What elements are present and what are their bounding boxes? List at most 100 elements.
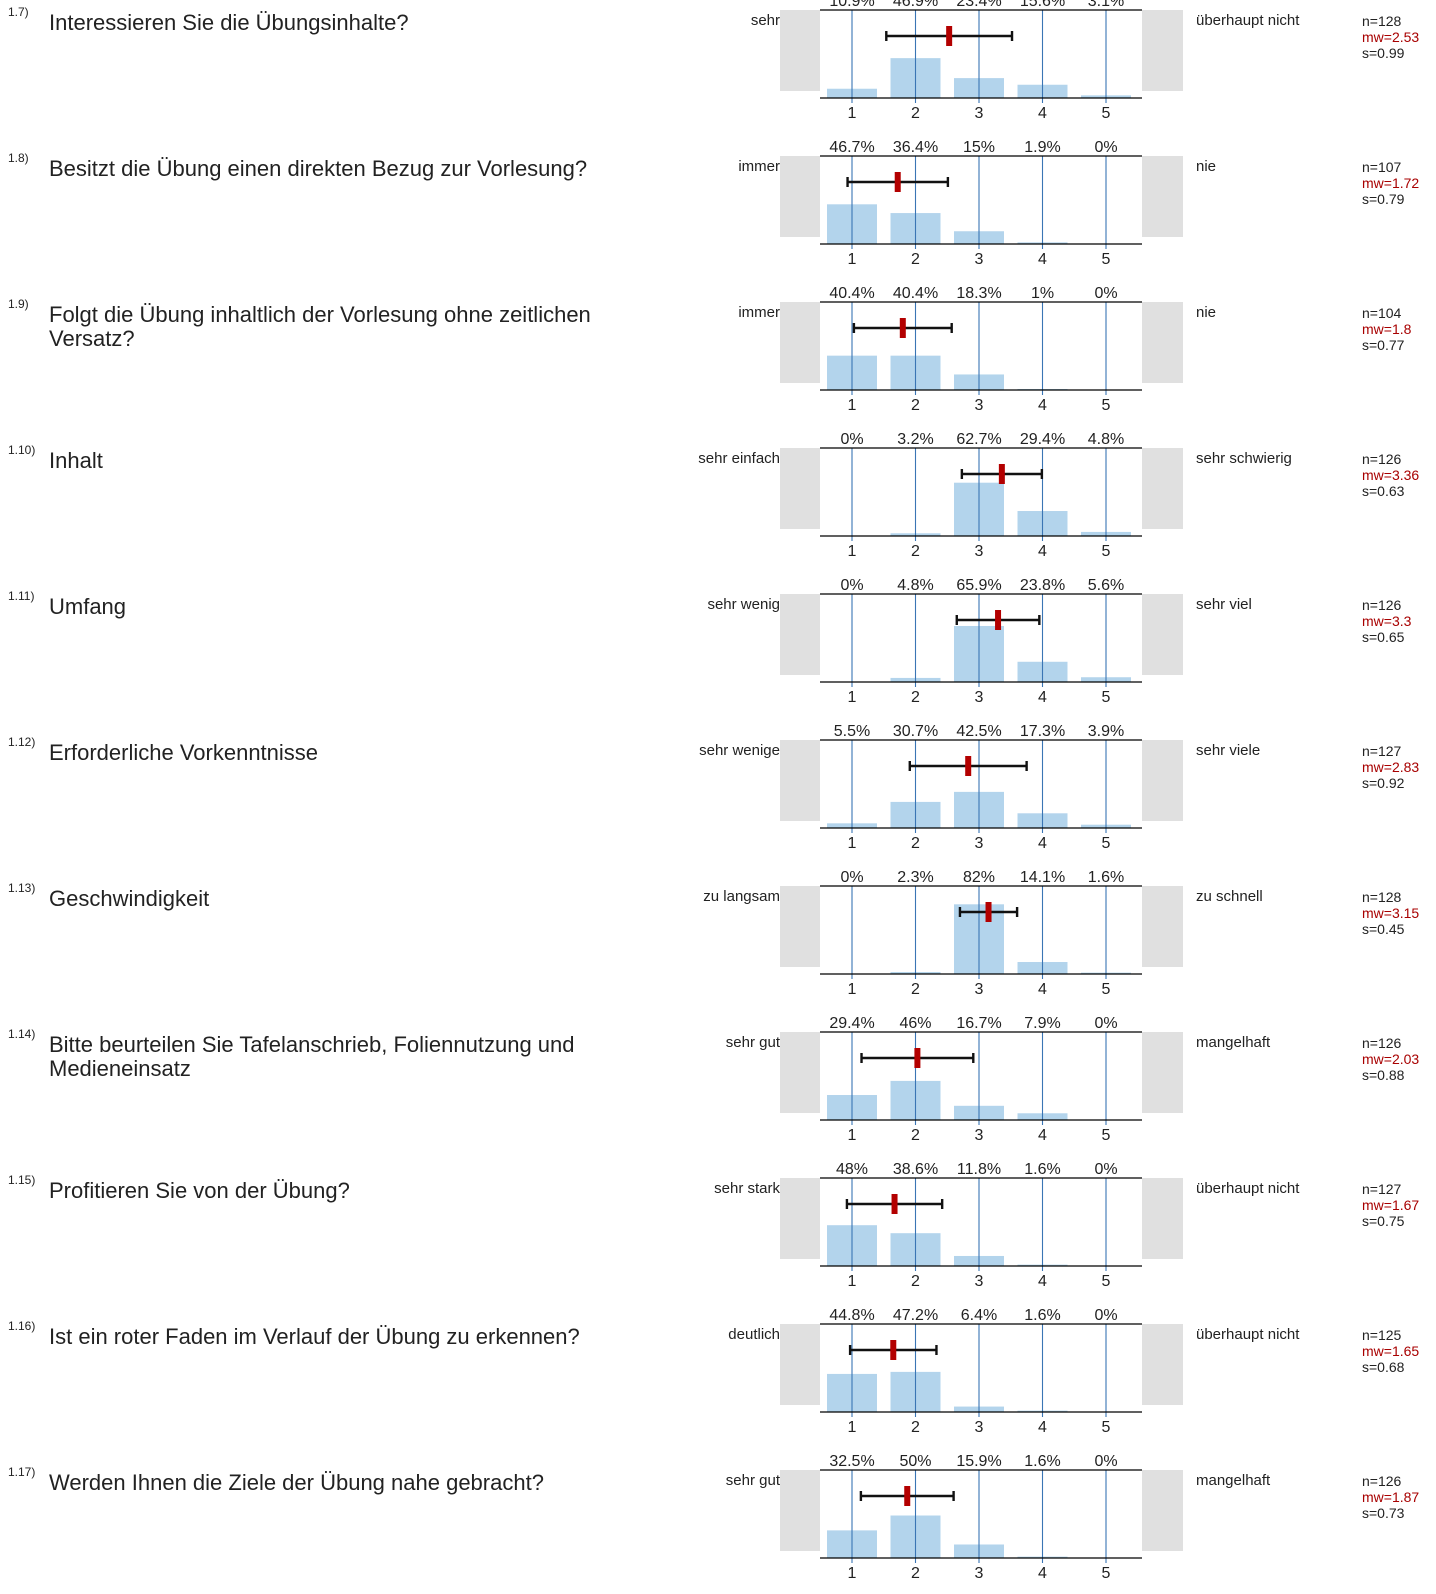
mean-marker [998,464,1005,484]
percent-label: 38.6% [893,1161,938,1178]
bar-chart: 0% 4.8% 65.9% 23.8% 5.6% 1 2 3 4 5 [780,577,1183,706]
stat-mean: mw=1.87 [1362,1489,1420,1505]
percent-label: 0% [840,869,863,886]
x-tick-label: 1 [848,1127,857,1144]
percent-label: 1% [1031,285,1054,302]
stat-n: n=126 [1362,451,1402,467]
percent-label: 82% [963,869,995,886]
scale-right-label: sehr schwierig [1196,450,1292,467]
mean-marker [890,1340,897,1360]
x-tick-label: 2 [911,251,920,268]
stat-mean: mw=3.3 [1362,613,1412,629]
bar-chart: 5.5% 30.7% 42.5% 17.3% 3.9% 1 2 3 4 5 [780,723,1183,852]
scale-left-label: sehr einfach [698,450,780,467]
x-tick-label: 3 [975,835,984,852]
question-row: 1.8) Besitzt die Übung einen direkten Bez… [0,134,1436,280]
percent-label: 30.7% [893,723,938,740]
question-row: 1.12) Erforderliche Vorkenntnisse sehr wen… [0,718,1436,864]
percent-label: 50% [899,1453,931,1470]
stat-n: n=125 [1362,1327,1402,1343]
scale-left-label: zu langsam [703,888,780,905]
stat-mean: mw=1.67 [1362,1197,1420,1213]
percent-label: 40.4% [829,285,874,302]
question-text: Inhalt [49,448,103,473]
question-row: 1.14) Bitte beurteilen Sie Tafelanschrieb… [0,1010,1436,1156]
bar-chart: 32.5% 50% 15.9% 1.6% 0% 1 2 3 4 5 [780,1453,1183,1582]
question-row: 1.16) Ist ein roter Faden im Verlauf der … [0,1302,1436,1448]
percent-label: 29.4% [829,1015,874,1032]
scale-left-label: sehr wenig [707,596,780,613]
percent-label: 46.7% [829,139,874,156]
x-tick-label: 5 [1102,1127,1111,1144]
x-tick-label: 4 [1038,1273,1047,1290]
percent-label: 0% [1094,1307,1117,1324]
question-text: Profitieren Sie von der Übung? [49,1178,350,1203]
stat-mean: mw=1.72 [1362,175,1420,191]
question-row: 1.10) Inhalt sehr einfach sehr schwierig n=1… [0,426,1436,572]
mean-marker [965,756,972,776]
scale-left-label: sehr gut [725,1472,780,1489]
right-side-panel [1142,1178,1183,1259]
question-row: 1.9) Folgt die Übung inhaltlich der Vorle… [0,280,1436,426]
percent-label: 18.3% [956,285,1001,302]
x-tick-label: 4 [1038,835,1047,852]
x-tick-label: 4 [1038,543,1047,560]
stat-sd: s=0.68 [1362,1359,1405,1375]
right-side-panel [1142,1324,1183,1405]
scale-left-label: immer [738,304,780,321]
stat-sd: s=0.92 [1362,775,1405,791]
stats-block: n=125 mw=1.65 s=0.68 [1362,1327,1419,1375]
x-tick-label: 2 [911,1565,920,1582]
stat-sd: s=0.73 [1362,1505,1405,1521]
mean-marker [995,610,1002,630]
right-side-panel [1142,1470,1183,1551]
percent-label: 0% [1094,1015,1117,1032]
right-side-panel [1142,448,1183,529]
mean-marker [899,318,906,338]
percent-label: 23.8% [1020,577,1065,594]
x-tick-label: 3 [975,1127,984,1144]
x-tick-label: 4 [1038,251,1047,268]
percent-label: 11.8% [957,1161,1001,1178]
percent-label: 0% [840,577,863,594]
stat-n: n=127 [1362,1181,1402,1197]
scale-right-label: nie [1196,158,1217,175]
percent-label: 17.3% [1020,723,1065,740]
left-side-panel [780,302,820,383]
x-tick-label: 3 [975,543,984,560]
percent-label: 1.6% [1024,1453,1060,1470]
question-number: 1.13) [8,881,36,895]
stats-block: n=104 mw=1.8 s=0.77 [1362,305,1411,353]
scale-right-label: überhaupt nicht [1196,1180,1300,1197]
x-tick-label: 2 [911,1419,920,1436]
x-tick-label: 5 [1102,835,1111,852]
left-side-panel [780,156,820,237]
question-number: 1.7) [8,5,29,19]
x-tick-label: 1 [848,1565,857,1582]
x-tick-label: 5 [1102,543,1111,560]
stat-mean: mw=3.36 [1362,467,1420,483]
scale-left-label: sehr wenige [699,742,780,759]
right-side-panel [1142,1032,1183,1113]
x-tick-label: 1 [848,251,857,268]
question-number: 1.11) [8,589,35,603]
question-text: Erforderliche Vorkenntnisse [49,740,319,765]
x-tick-label: 3 [975,1273,984,1290]
x-tick-label: 1 [848,689,857,706]
percent-label: 46.9% [893,0,938,10]
x-tick-label: 3 [975,1565,984,1582]
stats-block: n=127 mw=2.83 s=0.92 [1362,743,1419,791]
scale-right-label: sehr viele [1196,742,1261,759]
percent-label: 46% [899,1015,931,1032]
bar-chart: 46.7% 36.4% 15% 1.9% 0% 1 2 3 4 5 [780,139,1183,268]
x-tick-label: 3 [975,105,984,122]
left-side-panel [780,10,820,91]
percent-label: 4.8% [897,577,933,594]
right-side-panel [1142,886,1183,967]
x-tick-label: 4 [1038,105,1047,122]
percent-label: 15% [963,139,995,156]
stat-n: n=128 [1362,889,1402,905]
mean-marker [914,1048,921,1068]
x-tick-label: 4 [1038,689,1047,706]
scale-right-label: mangelhaft [1196,1472,1271,1489]
